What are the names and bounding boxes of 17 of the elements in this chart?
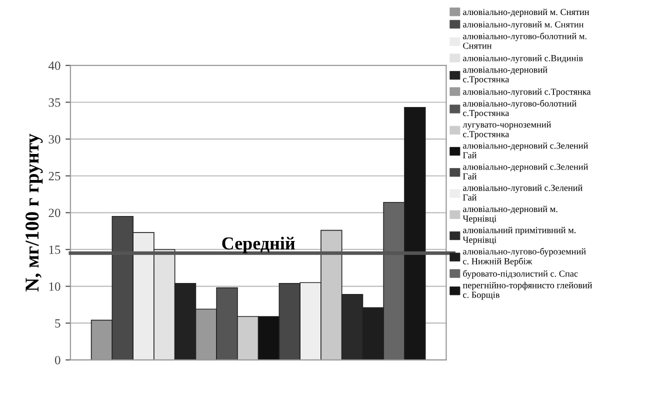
y-tick-label: 30 (48, 135, 60, 144)
y-tick-label: 40 (48, 61, 60, 70)
legend-label: алювіально-луговий м. Снятин (463, 21, 584, 30)
legend-label: алювіально-луговий с.Видинів (463, 54, 583, 64)
legend-label: алювіально-дерновий м. Снятин (463, 8, 590, 17)
legend-label: перегнійно-торфянисто глейовий с. Борщів (462, 282, 592, 300)
y-tick-label: 25 (48, 172, 60, 180)
y-tick-label: 0 (54, 356, 60, 364)
y-axis-title: N, мг/100 г грунту (26, 134, 43, 292)
legend-label: алювіально-луговий с.Тростянка (463, 88, 591, 97)
y-tick-label: 35 (48, 98, 60, 107)
y-tick-label: 5 (55, 319, 60, 328)
y-tick-label: 15 (49, 246, 60, 254)
ref-line-label: Середній (222, 236, 295, 254)
y-tick-label: 10 (49, 282, 60, 291)
legend-label: буровато-підзолистий с. Спас (463, 270, 578, 279)
y-tick-label: 20 (48, 208, 60, 218)
